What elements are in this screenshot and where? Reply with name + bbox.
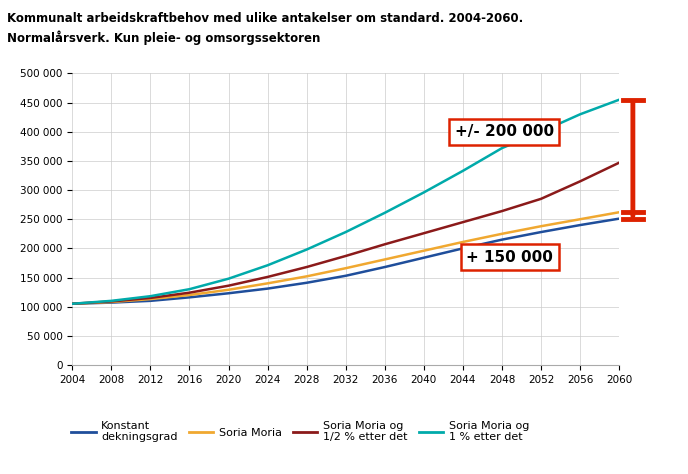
Text: +/- 200 000: +/- 200 000: [455, 124, 554, 139]
Legend: Konstant
dekningsgrad, Soria Moria, Soria Moria og
1/2 % etter det, Soria Moria : Konstant dekningsgrad, Soria Moria, Sori…: [67, 416, 533, 447]
Text: Normalårsverk. Kun pleie- og omsorgssektoren: Normalårsverk. Kun pleie- og omsorgssekt…: [7, 31, 320, 46]
Text: + 150 000: + 150 000: [466, 250, 553, 264]
Text: Kommunalt arbeidskraftbehov med ulike antakelser om standard. 2004-2060.: Kommunalt arbeidskraftbehov med ulike an…: [7, 12, 523, 25]
